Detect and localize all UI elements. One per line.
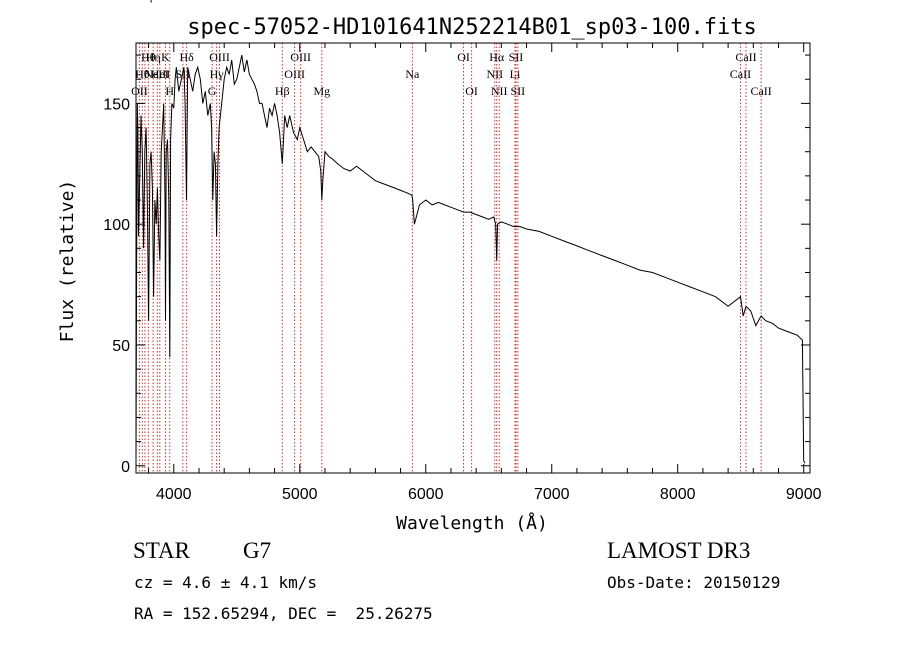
line-label-27: CaII bbox=[730, 67, 751, 81]
line-label-26: SII bbox=[511, 84, 526, 98]
y-tick-label-2: 100 bbox=[103, 217, 130, 234]
y-tick-label-3: 150 bbox=[103, 96, 130, 113]
spectral-subclass: G7 bbox=[243, 538, 272, 563]
coordinates: RA = 152.65294, DEC = 25.26275 bbox=[134, 604, 433, 623]
line-label-11: G bbox=[208, 84, 217, 98]
line-label-20: OI bbox=[465, 84, 478, 98]
line-label-15: OIII bbox=[284, 67, 305, 81]
line-label-3: Hθ bbox=[141, 50, 156, 64]
line-label-10: Hδ bbox=[179, 50, 194, 64]
line-label-5: NeIII bbox=[144, 67, 170, 81]
line-label-1: Hθ bbox=[135, 67, 150, 81]
x-tick-label-0: 4000 bbox=[156, 486, 192, 503]
survey-name: LAMOST DR3 bbox=[607, 538, 751, 563]
line-labels: OIIHθHηHθHηNeIIIHeIKHSIIHδGHγOIIIHβOIIIO… bbox=[131, 0, 772, 98]
line-label-0: OII bbox=[131, 84, 148, 98]
line-label-17: Mg bbox=[313, 84, 330, 98]
y-tick-label-0: 0 bbox=[121, 459, 130, 476]
plot-frame bbox=[135, 42, 811, 474]
line-label-7: K bbox=[161, 50, 170, 64]
line-label-22: Hα bbox=[489, 50, 505, 64]
line-label-2: Hη bbox=[137, 0, 152, 3]
line-label-8: H bbox=[165, 84, 174, 98]
observation-date: Obs-Date: 20150129 bbox=[607, 573, 781, 592]
line-label-18: Na bbox=[405, 67, 420, 81]
x-tick-label-2: 6000 bbox=[408, 486, 444, 503]
line-label-24: Li bbox=[510, 67, 521, 81]
line-label-12: Hγ bbox=[210, 67, 225, 81]
line-label-6: HeI bbox=[151, 67, 169, 81]
x-tick-label-5: 9000 bbox=[786, 486, 822, 503]
spectral-line-markers bbox=[138, 43, 762, 473]
y-tick-label-1: 50 bbox=[112, 338, 130, 355]
flux-spectrum-line bbox=[135, 54, 806, 464]
object-class: STAR bbox=[133, 538, 190, 563]
line-label-14: Hβ bbox=[275, 84, 290, 98]
axis-ticks: 4000 5000 6000 7000 8000 9000 0 50 100 150 bbox=[103, 43, 822, 503]
line-label-29: CaII bbox=[750, 84, 771, 98]
x-tick-label-3: 7000 bbox=[534, 486, 570, 503]
x-axis-label: Wavelength (Å) bbox=[396, 512, 548, 534]
chart-title: spec-57052-HD101641N252214B01_sp03-100.f… bbox=[187, 15, 757, 40]
redshift-velocity: cz = 4.6 ± 4.1 km/s bbox=[134, 573, 318, 592]
line-label-25: SII bbox=[509, 50, 524, 64]
x-tick-label-4: 8000 bbox=[660, 486, 696, 503]
line-label-21: NII bbox=[486, 67, 503, 81]
line-label-4: Hη bbox=[146, 50, 161, 64]
line-label-23: NII bbox=[491, 84, 508, 98]
line-label-13: OIII bbox=[209, 50, 230, 64]
line-label-19: OI bbox=[457, 50, 470, 64]
line-label-28: CaII bbox=[735, 50, 756, 64]
line-label-16: OIII bbox=[290, 50, 311, 64]
line-label-9: SII bbox=[176, 67, 191, 81]
y-axis-label: Flux (relative) bbox=[57, 180, 78, 343]
x-tick-label-1: 5000 bbox=[282, 486, 318, 503]
